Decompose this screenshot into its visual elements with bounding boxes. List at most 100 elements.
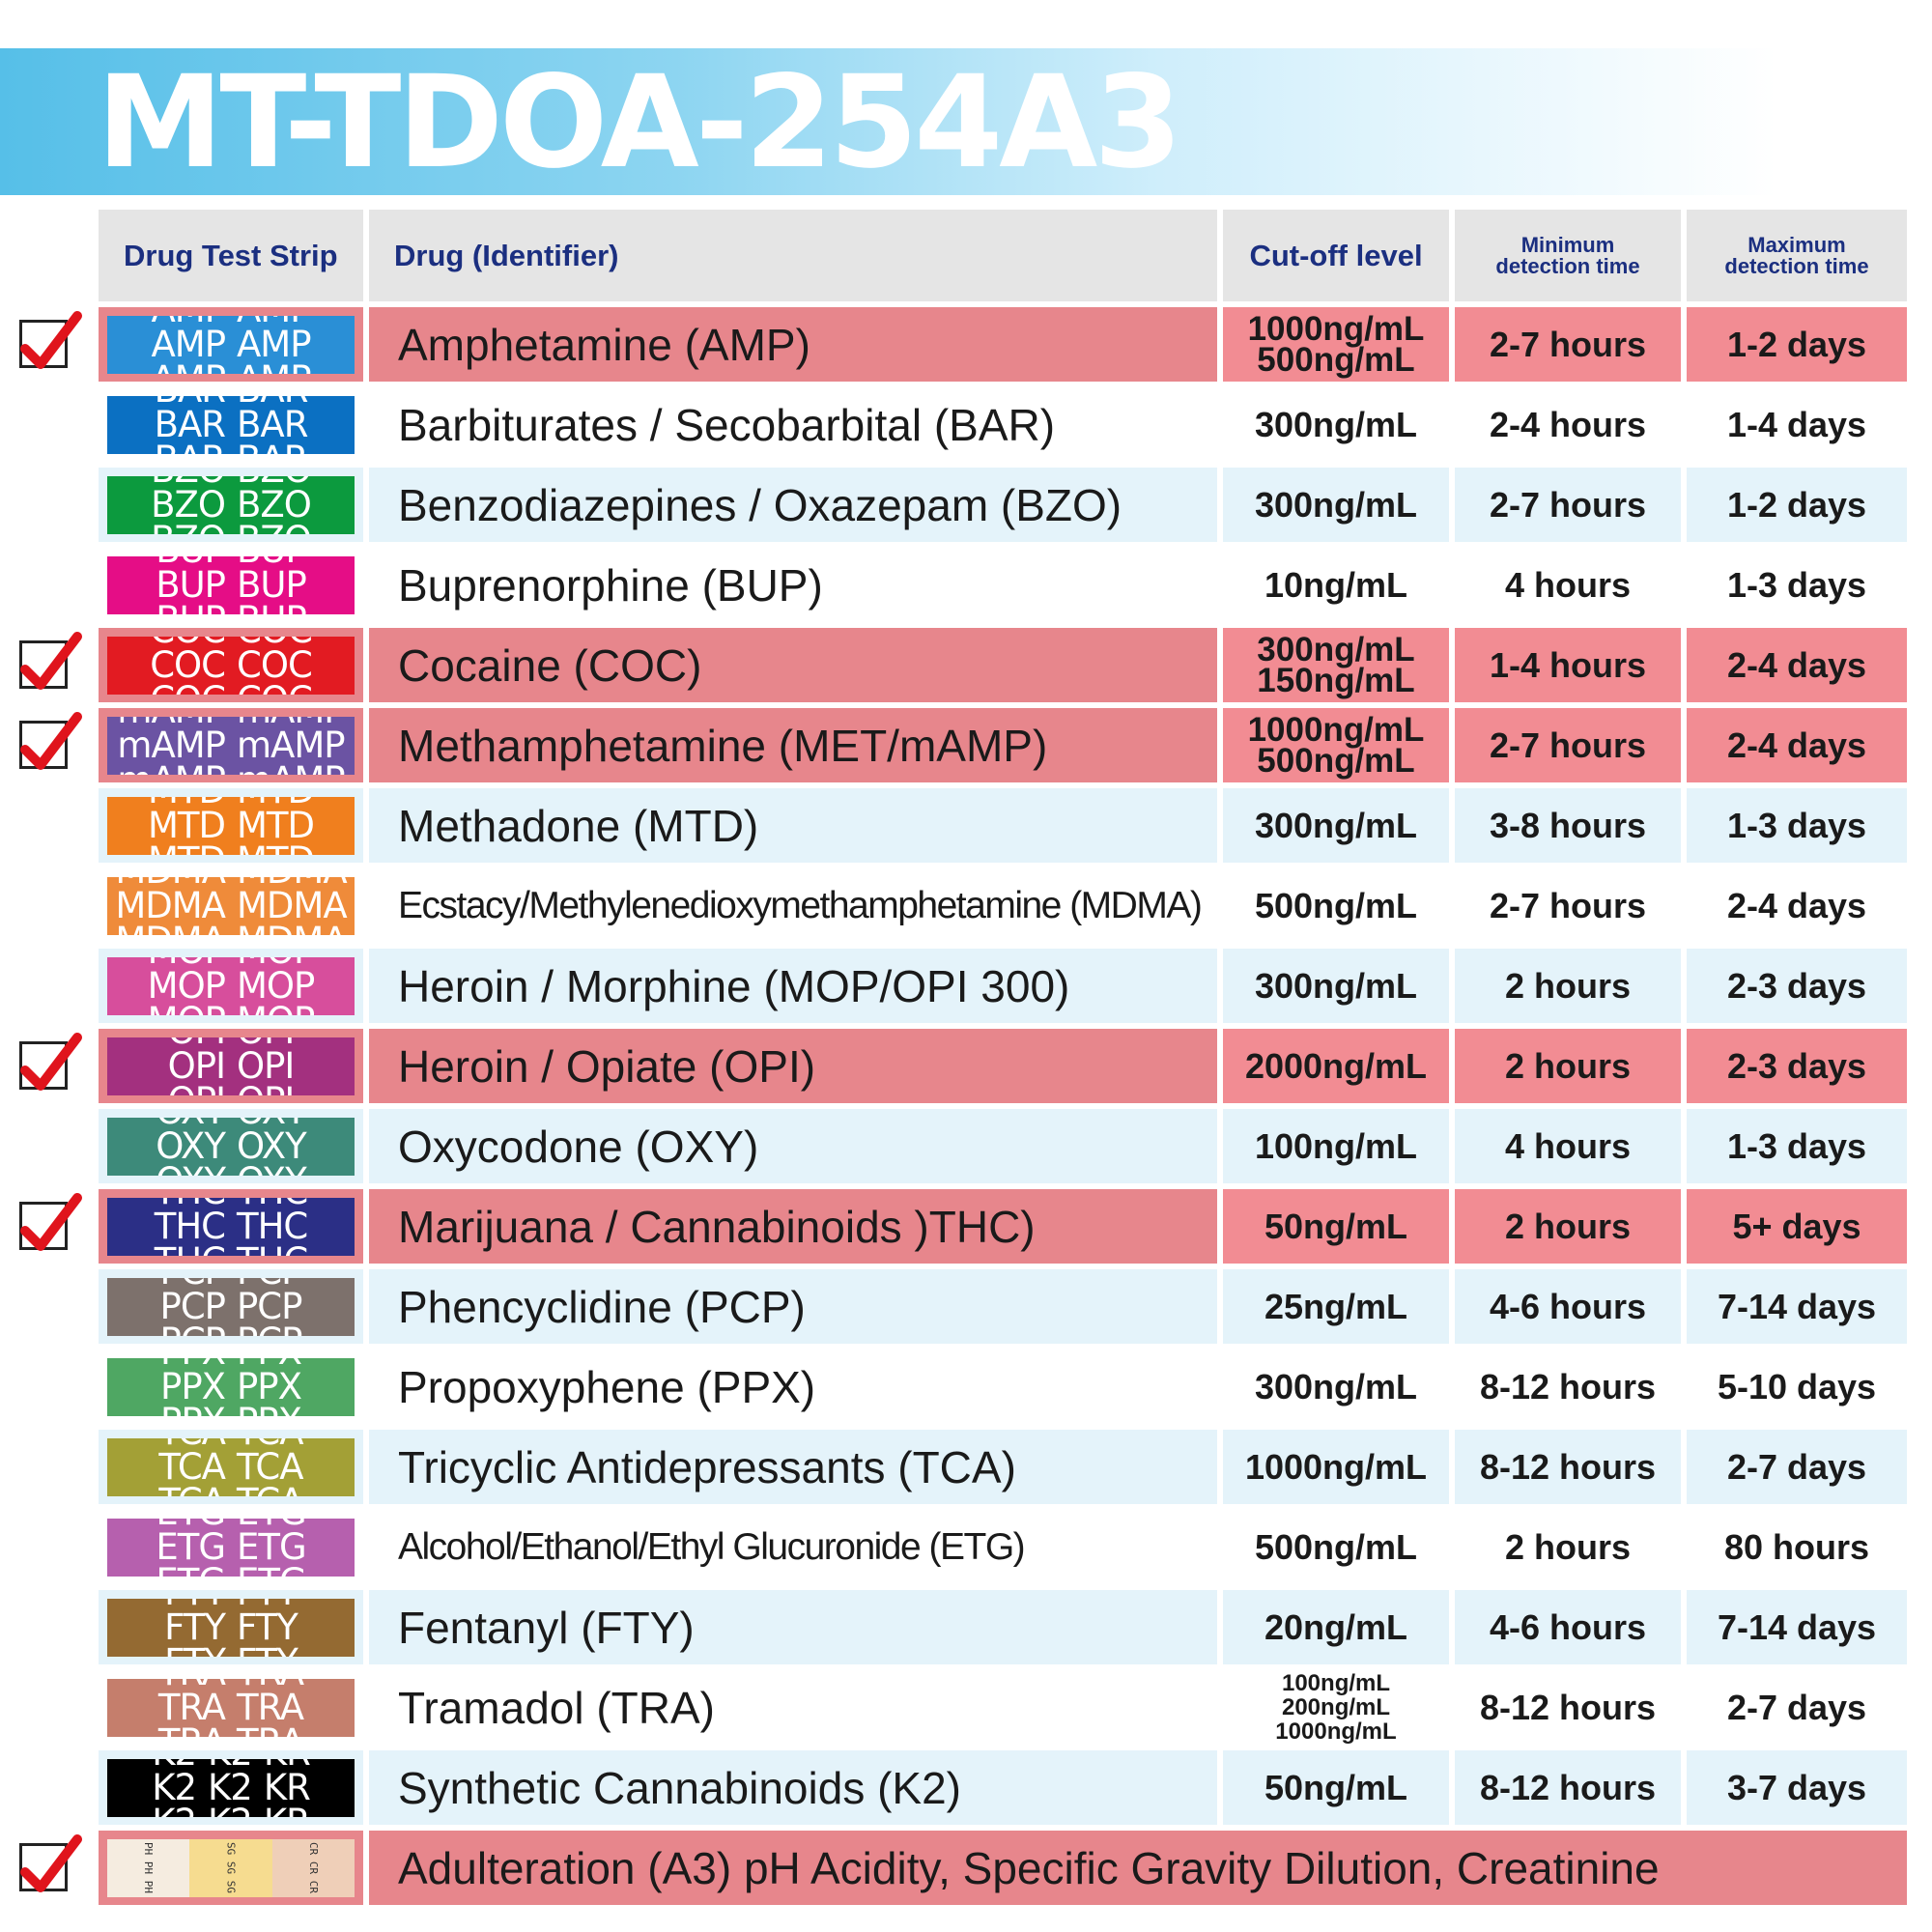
cutoff-level: 100ng/mL [1223,1109,1449,1183]
strip-word: ETG [237,1525,307,1568]
strip-word: TCA [158,1438,226,1453]
strip-word: K2 [208,1759,253,1774]
checked-checkbox-icon [15,711,83,779]
strip-label: BZO BZO [107,476,355,490]
strip-word: TRA [158,1679,226,1693]
header-minimum-detection-time: Minimum detection time [1455,210,1681,301]
strip-word: mAMP [237,717,346,731]
test-strip-mamp: mAMPmAMPmAMPmAMPmAMPmAMP [107,716,355,775]
strip-label: TCA TCA [107,1482,355,1496]
strip-cell: PCPPCPPCPPCPPCPPCP [99,1269,363,1344]
strip-label: ETG ETG [107,1525,355,1568]
strip-label: COC COC [107,637,355,650]
strip-label: OXY OXY [107,1161,355,1176]
test-strip-mtd: MTDMTDMTDMTDMTDMTD [107,796,355,855]
cutoff-value: 50ng/mL [1264,1767,1408,1807]
strip-cell: mAMPmAMPmAMPmAMPmAMPmAMP [99,708,363,782]
cutoff-value: 300ng/mL [1257,630,1415,668]
drug-name: Ecstacy/Methylenedioxymethamphetamine (M… [369,868,1217,943]
maximum-detection-time: 1-4 days [1687,387,1907,462]
strip-label: TRA TRA [107,1722,355,1737]
cutoff-level: 1000ng/mL 500ng/mL [1223,708,1449,782]
strip-label: OPI OPI [107,1037,355,1051]
strip-word: KR [263,1766,311,1808]
strip-cell: THCTHCTHCTHCTHCTHC [99,1189,363,1264]
cutoff-value: 300ng/mL [1254,404,1418,444]
strip-word: MDMA [115,884,226,926]
strip-word: MOP [237,964,315,1007]
strip-word: BAR [237,439,308,454]
cutoff-values: 300ng/mL [1223,404,1449,444]
strip-label: AMP AMP [107,316,355,329]
strip-segment-label: CR CR CR [306,1842,320,1893]
cutoff-value: 300ng/mL [1254,805,1418,845]
minimum-detection-time: 2-7 hours [1455,307,1681,382]
drug-name: Buprenorphine (BUP) [369,548,1217,622]
maximum-detection-time: 80 hours [1687,1510,1907,1584]
strip-word: BUP [237,563,307,606]
cutoff-value: 300ng/mL [1254,484,1418,525]
strip-word: OPI [237,1080,295,1095]
test-strip-k2: K2K2KRK2K2KRK2K2KR [107,1758,355,1817]
test-strip-oxy: OXYOXYOXYOXYOXYOXY [107,1117,355,1176]
strip-word: MDMA [237,920,348,935]
drug-name: Alcohol/Ethanol/Ethyl Glucuronide (ETG) [369,1510,1217,1584]
strip-segment: PH PH PH [107,1838,190,1897]
strip-word: COC [150,637,226,651]
header-drug-test-strip: Drug Test Strip [99,210,363,301]
drug-name: Tricyclic Antidepressants (TCA) [369,1430,1217,1504]
strip-cell: MOPMOPMOPMOPMOPMOP [99,949,363,1023]
strip-word: ETG [237,1561,307,1577]
strip-label: COC COC [107,679,355,695]
strip-label: COC COC [107,645,355,685]
strip-label: BZO BZO [107,519,355,534]
cutoff-value: 100ng/mL [1281,1670,1391,1696]
strip-cell: ETGETGETGETGETGETG [99,1510,363,1584]
strip-label: BAR BAR [107,396,355,410]
cutoff-level: 50ng/mL [1223,1189,1449,1264]
strip-word: OPI [168,1037,226,1052]
strip-word: THC [155,1240,226,1256]
strip-cell: FTYFTYFTYFTYFTYFTY [99,1590,363,1664]
cutoff-value: 500ng/mL [1254,1526,1418,1567]
strip-word: BAR [237,403,308,445]
test-strip-mop: MOPMOPMOPMOPMOPMOP [107,956,355,1015]
strip-label: TRA TRA [107,1679,355,1692]
test-strip-tca: TCATCATCATCATCATCA [107,1437,355,1496]
strip-word: BZO [237,519,312,534]
drug-name: Propoxyphene (PPX) [369,1350,1217,1424]
cutoff-value: 150ng/mL [1257,661,1415,699]
minimum-detection-time: 3-8 hours [1455,788,1681,863]
maximum-detection-time: 5-10 days [1687,1350,1907,1424]
test-strip-coc: COCCOCCOCCOCCOCCOC [107,636,355,695]
strip-word: BUP [156,556,226,571]
minimum-detection-time: 4 hours [1455,1109,1681,1183]
strip-word: OXY [237,1118,307,1132]
strip-label: FTY FTY [107,1607,355,1647]
strip-word: PCP [237,1278,302,1293]
cutoff-level: 300ng/mL [1223,1350,1449,1424]
strip-word: MOP [148,1000,226,1015]
cutoff-values: 300ng/mL [1223,966,1449,1006]
cutoff-value: 500ng/mL [1257,340,1415,379]
drug-name: Tramadol (TRA) [369,1670,1217,1745]
minimum-detection-time: 8-12 hours [1455,1350,1681,1424]
test-strip-bzo: BZOBZOBZOBZOBZOBZO [107,475,355,534]
strip-word: PCP [160,1278,226,1293]
cutoff-level: 1000ng/mL [1223,1430,1449,1504]
strip-label: PPX PPX [107,1402,355,1416]
cutoff-values: 10ng/mL [1223,565,1449,605]
strip-word: COC [150,679,226,695]
strip-word: BZO [151,483,226,526]
strip-word: OPI [167,1044,226,1087]
test-strip-thc: THCTHCTHCTHCTHCTHC [107,1197,355,1256]
strip-word: MOP [147,964,226,1007]
minimum-detection-time: 1-4 hours [1455,628,1681,702]
strip-word: MDMA [237,884,348,926]
maximum-detection-time: 3-7 days [1687,1750,1907,1825]
cutoff-value: 1000ng/mL [1247,309,1425,348]
test-strip-amp: AMPAMPAMPAMPAMPAMP [107,315,355,374]
strip-word: MTD [237,804,315,846]
strip-word: MOP [237,1000,315,1015]
maximum-detection-time: 2-4 days [1687,628,1907,702]
